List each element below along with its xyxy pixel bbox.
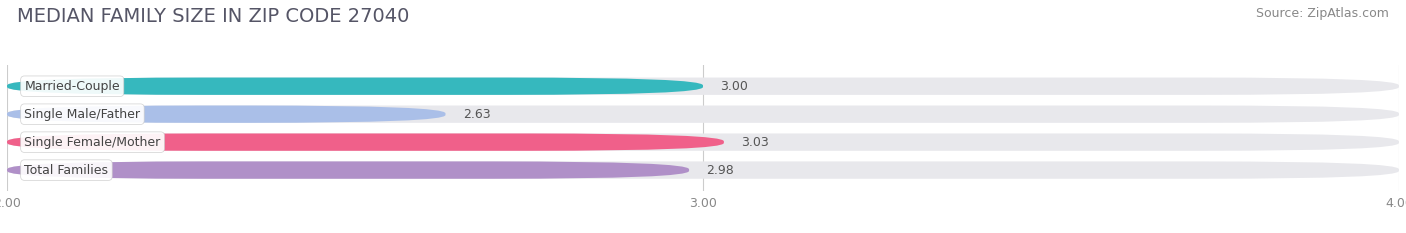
FancyBboxPatch shape [7, 78, 703, 95]
Text: Married-Couple: Married-Couple [24, 80, 120, 93]
FancyBboxPatch shape [7, 106, 1399, 123]
FancyBboxPatch shape [7, 161, 689, 179]
Text: Total Families: Total Families [24, 164, 108, 177]
Text: Single Male/Father: Single Male/Father [24, 108, 141, 121]
FancyBboxPatch shape [7, 134, 724, 151]
Text: 2.98: 2.98 [706, 164, 734, 177]
Text: 3.00: 3.00 [720, 80, 748, 93]
Text: Source: ZipAtlas.com: Source: ZipAtlas.com [1256, 7, 1389, 20]
FancyBboxPatch shape [7, 78, 1399, 95]
FancyBboxPatch shape [7, 161, 1399, 179]
FancyBboxPatch shape [7, 134, 1399, 151]
Text: MEDIAN FAMILY SIZE IN ZIP CODE 27040: MEDIAN FAMILY SIZE IN ZIP CODE 27040 [17, 7, 409, 26]
Text: Single Female/Mother: Single Female/Mother [24, 136, 160, 149]
Text: 3.03: 3.03 [741, 136, 769, 149]
Text: 2.63: 2.63 [463, 108, 491, 121]
FancyBboxPatch shape [7, 106, 446, 123]
